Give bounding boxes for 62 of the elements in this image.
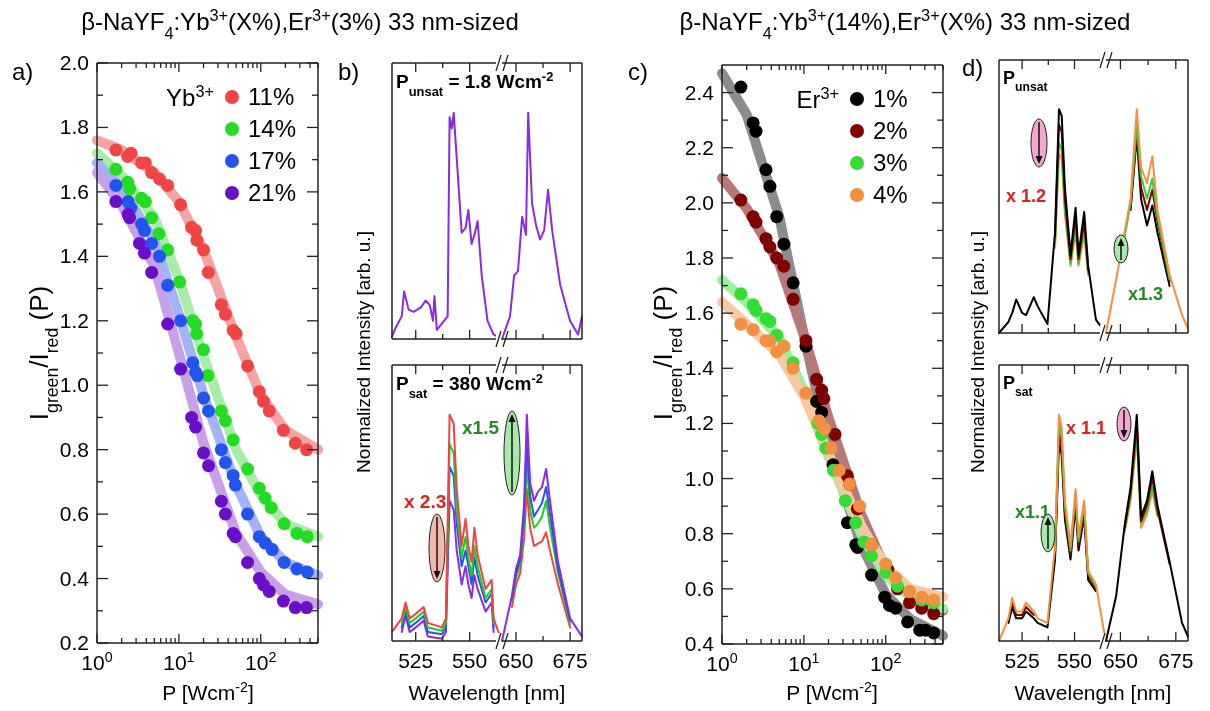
chart-title: β-NaYF$_{4}$:Yb$^{3+}$(X%),Er$^{3+}$(3%) 33 nm-sized — [81, 6, 519, 42]
legend-label: 11% — [248, 83, 295, 110]
y-tick-label: 0.6 — [59, 502, 89, 526]
x-axis-title: Wavelength [nm] — [408, 681, 566, 704]
chart-title: P$_{unsat}$ = 1.8 Wcm$^{-2}$ — [396, 68, 554, 99]
y-tick-label: 2.0 — [59, 51, 89, 74]
y-tick-label: 1.8 — [59, 115, 89, 139]
legend-title: Er$^{3+}$ — [796, 84, 839, 113]
y-axis-title: Normalized Intensity [arb. u.] — [967, 231, 988, 473]
text: a) — [12, 58, 34, 85]
annotation: x1.3 — [1128, 284, 1164, 304]
legend-label: 14% — [248, 115, 297, 142]
y-tick-label: 1.2 — [684, 411, 714, 435]
annotation: x 1.2 — [1006, 186, 1047, 206]
legend-label: 2% — [873, 117, 908, 144]
y-tick-label: 0.4 — [59, 566, 90, 590]
legend-label: 17% — [248, 147, 297, 174]
annotation: x 2.3 — [404, 491, 447, 512]
x-tick-label: 550 — [1057, 649, 1093, 672]
y-tick-label: 1.8 — [684, 246, 714, 269]
y-tick-label: 1.2 — [59, 308, 89, 332]
x-axis-title: Wavelength [nm] — [1014, 681, 1172, 704]
y-tick-label: 2.0 — [684, 190, 714, 214]
text: c) — [628, 58, 648, 85]
legend-title: Yb$^{3+}$ — [166, 82, 214, 111]
x-tick-label: 675 — [552, 649, 588, 672]
text: d) — [962, 54, 984, 81]
y-tick-label: 1.6 — [59, 179, 89, 203]
y-tick-label: 0.8 — [59, 437, 89, 461]
chart-title: P$_{unsat}$ — [1003, 68, 1048, 94]
x-tick-label: 10$^{1}$ — [788, 650, 820, 675]
x-tick-label: 10$^{2}$ — [245, 649, 277, 674]
y-tick-label: 1.0 — [59, 373, 89, 397]
x-axis-title: P [Wcm$^{-2}$] — [162, 679, 254, 704]
y-tick-label: 2.4 — [684, 80, 715, 104]
y-tick-label: 0.6 — [684, 576, 714, 600]
y-tick-label: 1.4 — [59, 244, 90, 268]
x-tick-label: 525 — [1004, 649, 1040, 672]
chart-title: β-NaYF$_{4}$:Yb$^{3+}$(14%),Er$^{3+}$(X%) 33 nm-sized — [679, 6, 1131, 42]
x-tick-label: 550 — [452, 649, 488, 672]
annotation: x 1.1 — [1066, 418, 1107, 438]
legend-label: 21% — [248, 179, 297, 206]
x-tick-label: 10$^{2}$ — [870, 650, 902, 675]
x-tick-label: 650 — [498, 649, 534, 672]
text: b) — [338, 58, 360, 85]
y-tick-label: 0.8 — [684, 521, 714, 545]
y-tick-label: 1.6 — [684, 301, 714, 325]
y-tick-label: 1.0 — [684, 466, 714, 490]
y-tick-label: 2.2 — [684, 135, 714, 159]
legend-label: 1% — [873, 85, 908, 112]
x-tick-label: 10$^{1}$ — [163, 649, 195, 674]
y-axis-title: Normalized Intensity [arb. u.] — [353, 231, 374, 473]
annotation: x1.5 — [462, 417, 500, 438]
x-tick-label: 525 — [398, 649, 434, 672]
y-tick-label: 1.4 — [684, 356, 715, 380]
x-axis-title: P [Wcm$^{-2}$] — [786, 679, 878, 704]
chart-title: P$_{sat}$ — [1003, 373, 1033, 399]
x-tick-label: 675 — [1158, 649, 1194, 672]
chart-title: P$_{sat}$ = 380 Wcm$^{-2}$ — [396, 370, 543, 401]
legend-label: 3% — [873, 149, 908, 176]
legend-label: 4% — [873, 181, 908, 208]
x-tick-label: 650 — [1102, 649, 1138, 672]
